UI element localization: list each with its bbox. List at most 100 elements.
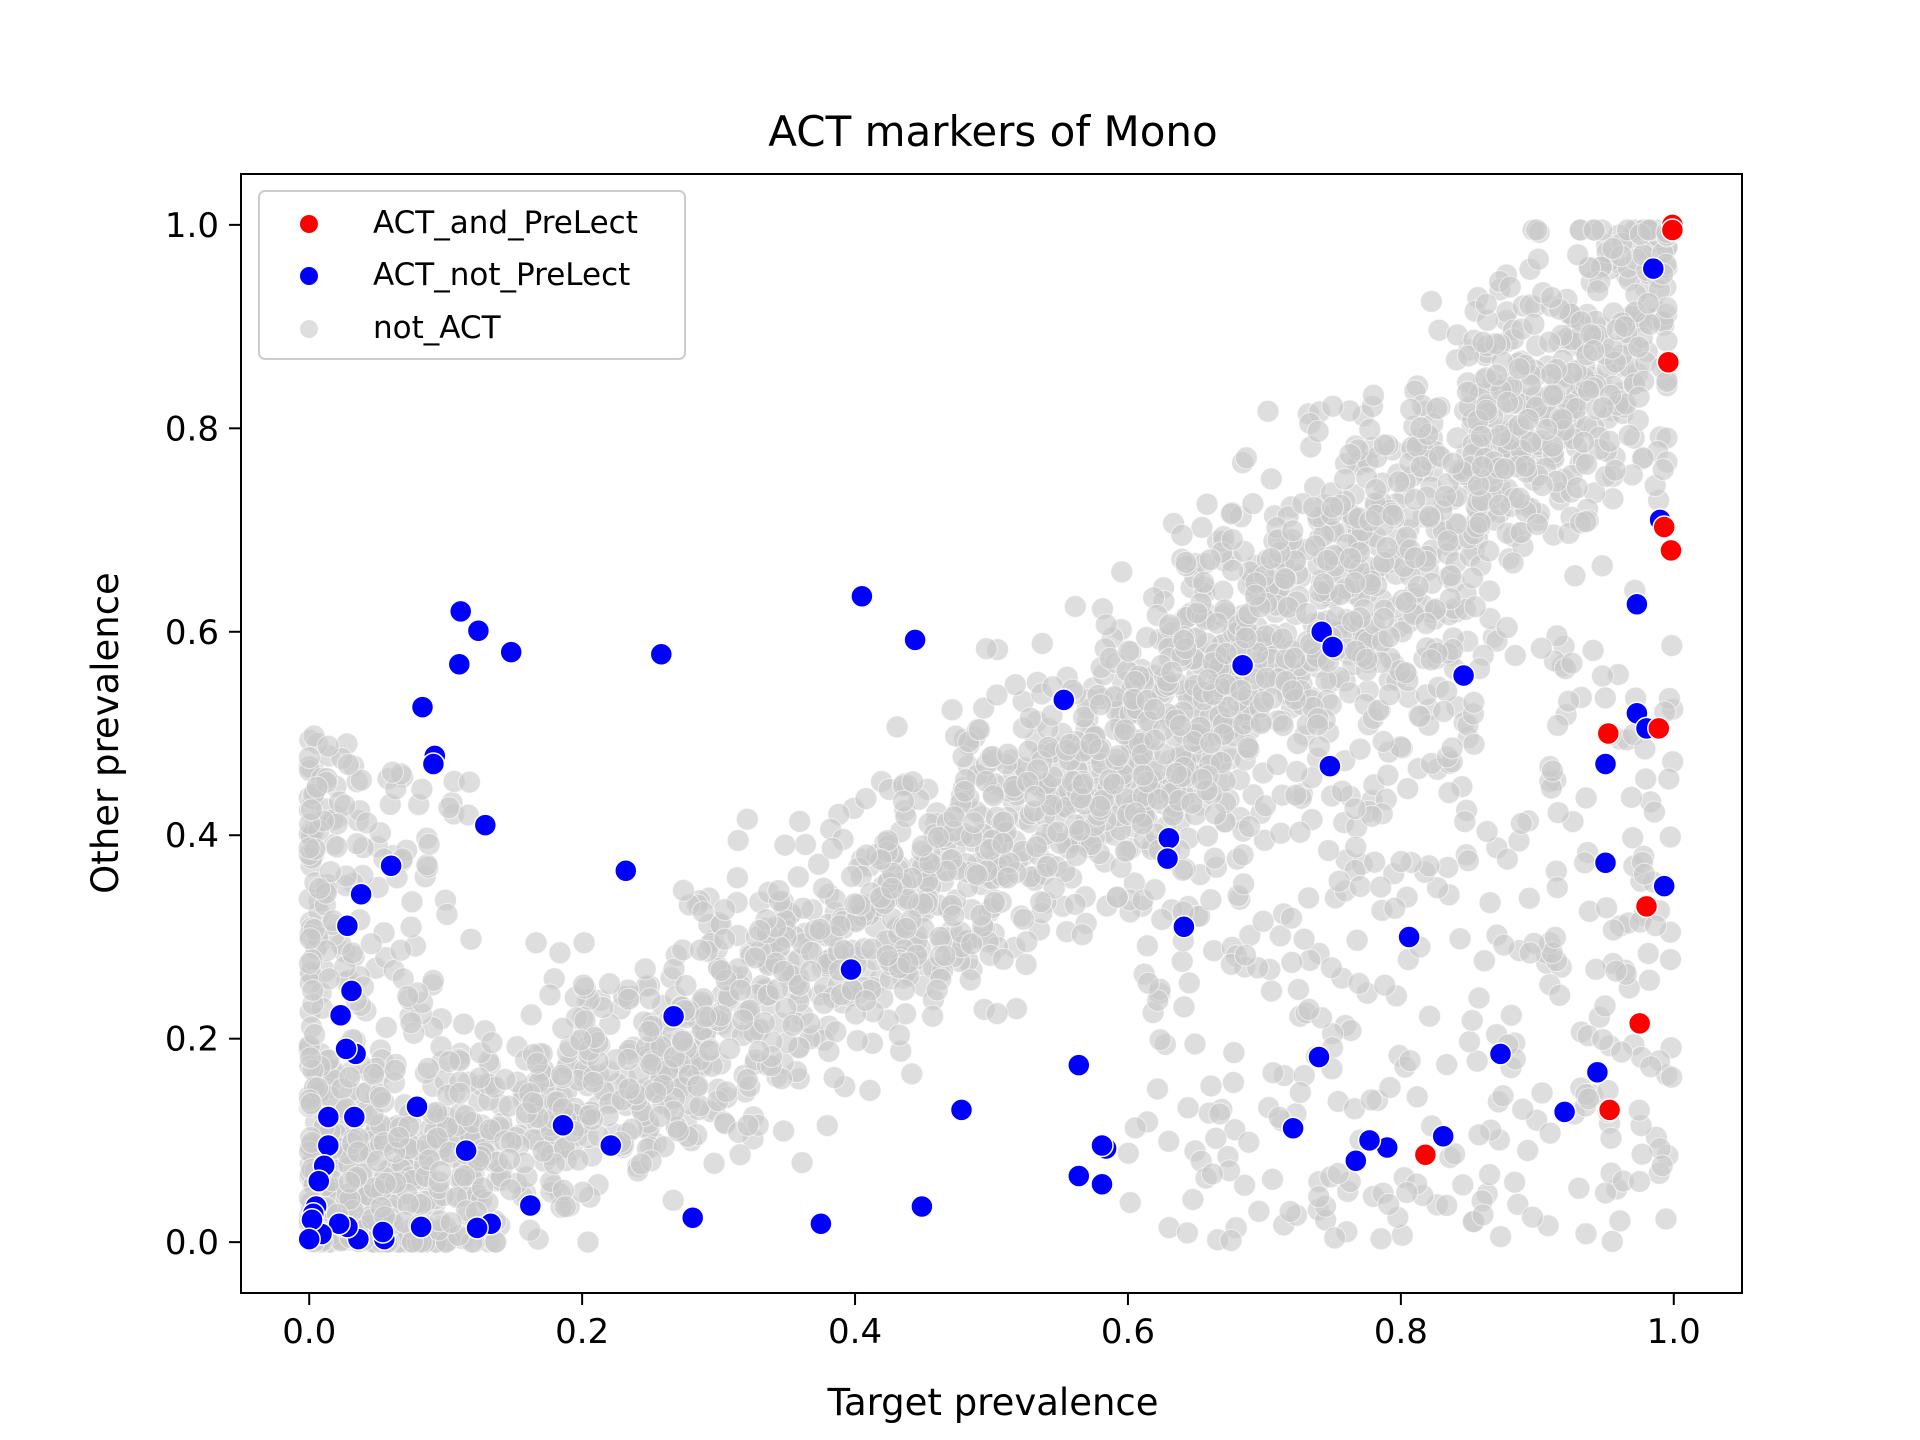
- not-act-point: [1238, 815, 1261, 839]
- not-act-point: [425, 1100, 449, 1124]
- not-act-point: [894, 916, 918, 940]
- not-act-point: [672, 878, 695, 902]
- not-act-point: [1394, 591, 1418, 614]
- not-act-point: [1158, 613, 1182, 637]
- not-act-point: [1545, 876, 1569, 900]
- not-act-point: [1522, 312, 1546, 336]
- not-act-point: [1058, 732, 1082, 756]
- not-act-point: [817, 1040, 841, 1063]
- not-act-point: [1339, 546, 1363, 570]
- not-act-point: [1658, 825, 1682, 849]
- act-and-prelect-point: [1660, 218, 1685, 242]
- not-act-point: [1590, 554, 1614, 578]
- x-axis-label: Target prevalence: [826, 1381, 1158, 1424]
- legend-marker-not-act: [300, 320, 318, 338]
- not-act-point: [1343, 797, 1367, 821]
- not-act-point: [1371, 730, 1395, 753]
- not-act-point: [1434, 484, 1457, 508]
- not-act-point: [1408, 704, 1432, 728]
- not-act-point: [900, 1062, 924, 1086]
- x-tick-label: 0.0: [282, 1312, 336, 1352]
- not-act-point: [1530, 1081, 1554, 1105]
- act-and-prelect-point: [1634, 894, 1659, 919]
- not-act-point: [1260, 979, 1283, 1003]
- not-act-point: [1525, 218, 1549, 242]
- not-act-point: [1321, 394, 1345, 418]
- not-act-point: [1261, 1061, 1285, 1085]
- act-not-prelect-point: [371, 1220, 395, 1244]
- y-axis-label: Other prevalence: [84, 572, 127, 894]
- not-act-point: [387, 1125, 411, 1149]
- legend-box: [258, 190, 686, 360]
- not-act-point: [499, 1178, 522, 1202]
- not-act-point: [338, 1170, 361, 1194]
- not-act-point: [1573, 851, 1597, 875]
- not-act-point: [1254, 666, 1278, 690]
- not-act-point: [1603, 458, 1627, 482]
- not-act-point: [1363, 850, 1387, 874]
- not-act-point: [1327, 869, 1351, 893]
- not-act-point: [1634, 767, 1658, 791]
- act-not-prelect-point: [466, 619, 491, 643]
- act-not-prelect-point: [599, 1133, 623, 1158]
- not-act-point: [498, 1147, 521, 1171]
- not-act-point: [1146, 787, 1170, 811]
- not-act-point: [1233, 1173, 1257, 1197]
- not-act-point: [1577, 1087, 1600, 1111]
- not-act-point: [892, 978, 916, 1002]
- not-act-point: [855, 843, 878, 867]
- not-act-point: [772, 1119, 795, 1143]
- act-not-prelect-point: [1067, 1164, 1091, 1188]
- not-act-point: [1478, 579, 1501, 603]
- not-act-point: [1369, 1227, 1393, 1251]
- not-act-point: [1507, 486, 1531, 510]
- not-act-point: [417, 832, 441, 856]
- not-act-point: [1593, 994, 1617, 1018]
- legend-label-not-act: not_ACT: [373, 310, 502, 346]
- not-act-point: [1491, 1084, 1515, 1108]
- act-not-prelect-point: [903, 628, 927, 652]
- not-act-point: [1254, 794, 1277, 818]
- act-not-prelect-point: [649, 642, 674, 666]
- not-act-point: [815, 1114, 839, 1138]
- not-act-point: [996, 742, 1020, 766]
- not-act-point: [629, 1152, 653, 1176]
- not-act-point: [1463, 595, 1487, 619]
- not-act-point: [1403, 546, 1427, 570]
- not-act-point: [1394, 661, 1418, 685]
- not-act-point: [858, 1078, 882, 1102]
- not-act-point: [1347, 972, 1371, 995]
- not-act-point: [875, 944, 899, 968]
- not-act-point: [1321, 495, 1344, 519]
- not-act-point: [1399, 397, 1423, 421]
- not-act-point: [940, 698, 964, 722]
- act-not-prelect-point: [447, 652, 472, 677]
- not-act-point: [1395, 1181, 1419, 1204]
- not-act-point: [1426, 876, 1449, 900]
- not-act-point: [1595, 896, 1619, 920]
- not-act-point: [736, 1113, 760, 1137]
- not-act-point: [1516, 407, 1540, 431]
- not-act-point: [1448, 927, 1472, 951]
- not-act-point: [1529, 636, 1553, 660]
- not-act-point: [338, 1065, 362, 1089]
- not-act-point: [1220, 502, 1243, 526]
- not-act-point: [1256, 399, 1280, 423]
- not-act-point: [1418, 1004, 1442, 1028]
- act-not-prelect-point: [910, 1194, 934, 1219]
- not-act-point: [1319, 956, 1343, 980]
- not-act-point: [349, 768, 373, 792]
- act-and-prelect-point: [1627, 1011, 1652, 1036]
- not-act-point: [1107, 744, 1130, 768]
- not-act-point: [942, 904, 966, 928]
- act-not-prelect-point: [1230, 653, 1255, 678]
- not-act-point: [1439, 564, 1463, 588]
- not-act-point: [435, 902, 459, 926]
- not-act-point: [299, 798, 323, 822]
- not-act-point: [1025, 835, 1049, 859]
- not-act-point: [1123, 1116, 1147, 1140]
- not-act-point: [1465, 1049, 1489, 1073]
- not-act-point: [735, 807, 759, 831]
- not-act-point: [374, 1015, 398, 1039]
- not-act-point: [325, 835, 349, 859]
